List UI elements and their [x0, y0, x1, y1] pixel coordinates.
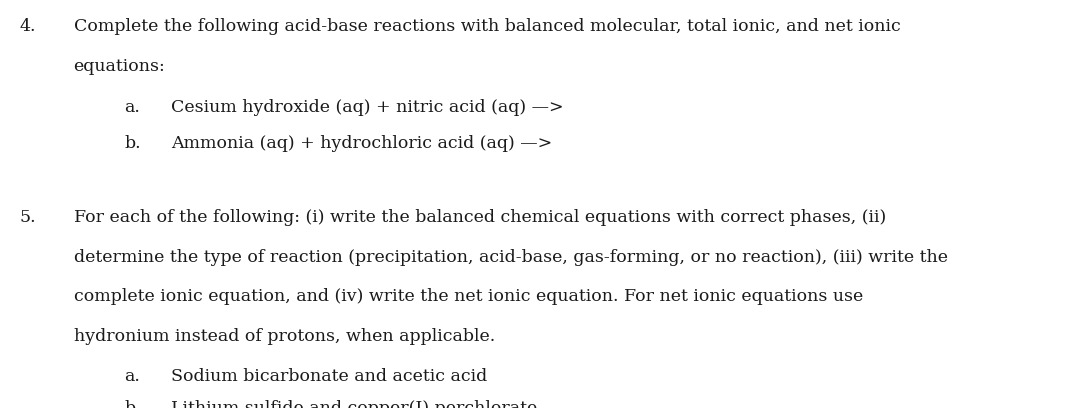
Text: b.: b. [124, 135, 141, 153]
Text: a.: a. [124, 368, 141, 385]
Text: Sodium bicarbonate and acetic acid: Sodium bicarbonate and acetic acid [171, 368, 487, 385]
Text: hydronium instead of protons, when applicable.: hydronium instead of protons, when appli… [74, 328, 494, 345]
Text: determine the type of reaction (precipitation, acid-base, gas-forming, or no rea: determine the type of reaction (precipit… [74, 249, 948, 266]
Text: Cesium hydroxide (aq) + nitric acid (aq) —>: Cesium hydroxide (aq) + nitric acid (aq)… [171, 99, 564, 116]
Text: 5.: 5. [19, 209, 36, 226]
Text: equations:: equations: [74, 58, 166, 75]
Text: 4.: 4. [19, 18, 36, 35]
Text: Lithium sulfide and copper(I) perchlorate: Lithium sulfide and copper(I) perchlorat… [171, 400, 537, 408]
Text: a.: a. [124, 99, 141, 116]
Text: Complete the following acid-base reactions with balanced molecular, total ionic,: Complete the following acid-base reactio… [74, 18, 900, 35]
Text: complete ionic equation, and (iv) write the net ionic equation. For net ionic eq: complete ionic equation, and (iv) write … [74, 288, 862, 306]
Text: Ammonia (aq) + hydrochloric acid (aq) —>: Ammonia (aq) + hydrochloric acid (aq) —> [171, 135, 552, 153]
Text: For each of the following: (i) write the balanced chemical equations with correc: For each of the following: (i) write the… [74, 209, 886, 226]
Text: b.: b. [124, 400, 141, 408]
